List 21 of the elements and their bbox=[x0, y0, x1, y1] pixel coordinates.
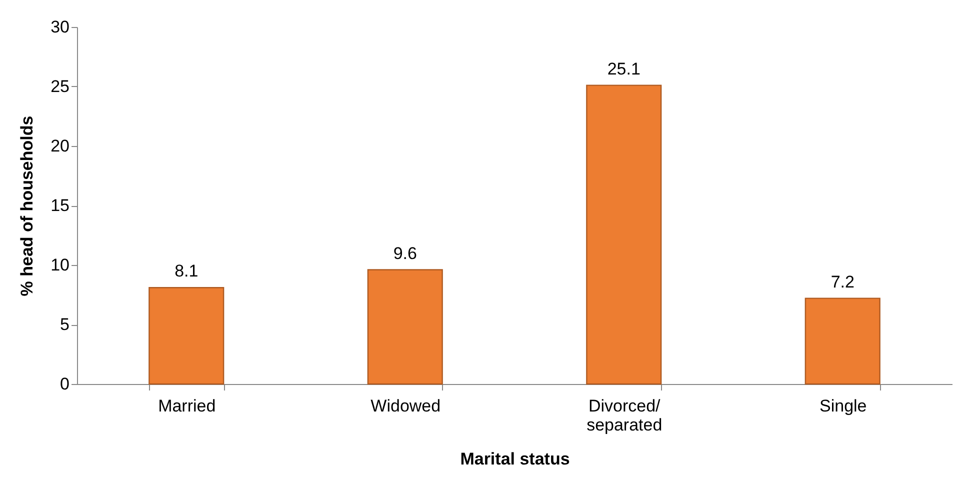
y-axis-title: % head of households bbox=[18, 116, 37, 296]
data-label: 25.1 bbox=[607, 59, 640, 78]
x-tick-label: Married bbox=[158, 396, 216, 416]
x-tick-label: Divorced/ separated bbox=[586, 396, 662, 434]
y-tick-label: 5 bbox=[60, 315, 70, 334]
data-label: 9.6 bbox=[393, 244, 417, 263]
x-tick-label: Widowed bbox=[370, 396, 441, 416]
data-label: 8.1 bbox=[174, 262, 198, 281]
bar bbox=[148, 287, 224, 385]
bar bbox=[367, 269, 443, 385]
y-tick-label: 10 bbox=[50, 256, 70, 274]
bar bbox=[804, 298, 880, 385]
bar bbox=[586, 84, 662, 385]
x-axis-title: Marital status bbox=[460, 450, 570, 468]
data-label: 7.2 bbox=[830, 272, 854, 292]
x-tick-label: Single bbox=[819, 396, 867, 416]
y-tick-label: 15 bbox=[50, 196, 70, 215]
y-tick-label: 30 bbox=[50, 18, 70, 36]
y-tick-label: 0 bbox=[60, 374, 70, 394]
y-tick-label: 20 bbox=[50, 136, 70, 156]
y-tick-label: 25 bbox=[50, 77, 70, 96]
